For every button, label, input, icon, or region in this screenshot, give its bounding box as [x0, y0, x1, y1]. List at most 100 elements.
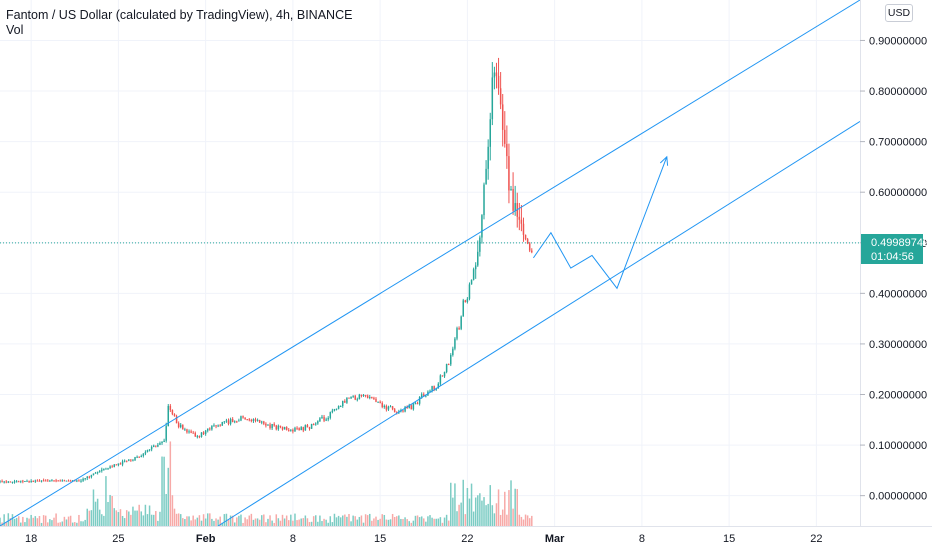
volume-bar: [138, 504, 140, 526]
volume-bar: [491, 505, 494, 526]
candle-body: [391, 406, 394, 410]
volume-bar: [3, 514, 5, 526]
candle-body: [275, 425, 278, 430]
volume-bar: [346, 516, 348, 526]
volume-bar: [148, 505, 151, 526]
volume-bar: [304, 515, 307, 526]
volume-bar: [215, 518, 217, 526]
currency-button[interactable]: USD: [885, 4, 913, 22]
volume-bar: [447, 520, 450, 526]
volume-bar: [522, 519, 525, 526]
volume-bar: [339, 517, 342, 526]
candle-body: [71, 480, 74, 482]
candle-body: [396, 412, 398, 414]
candle-body: [9, 481, 12, 483]
price-axis[interactable]: 0.90000000 0.80000000 0.70000000 0.60000000…: [860, 35, 927, 503]
candle-body: [61, 480, 64, 482]
candle-body: [119, 463, 122, 465]
volume-bar: [113, 508, 116, 526]
candle-body: [366, 395, 369, 398]
volume-bar: [317, 521, 319, 526]
candle-body: [84, 478, 86, 480]
candle-body: [1, 481, 3, 483]
candle-body: [472, 269, 475, 280]
candle-body: [20, 480, 22, 482]
volume-bar: [371, 520, 373, 526]
symbol-title[interactable]: Fantom / US Dollar (calculated by Tradin…: [6, 8, 353, 22]
candle-body: [107, 468, 109, 470]
candle-body: [514, 203, 516, 211]
volume-bar: [263, 514, 265, 526]
price-tick-label: 0.80000000: [869, 86, 927, 98]
volume-bar: [57, 522, 59, 526]
volume-bar: [393, 516, 396, 526]
candle-body: [352, 395, 354, 397]
volume-bar: [292, 520, 294, 526]
volume-bar: [487, 503, 489, 526]
volume-bar: [146, 514, 149, 526]
volume-bar: [202, 514, 205, 526]
candle-body: [138, 456, 140, 458]
volume-bar: [362, 522, 365, 526]
volume-bar: [163, 456, 165, 526]
candle-body: [381, 402, 383, 408]
candle-body: [358, 394, 361, 400]
volume-bar: [206, 513, 209, 526]
candle-body: [501, 104, 504, 130]
candle-body: [350, 396, 352, 399]
candle-body: [402, 410, 404, 412]
volume-bar: [323, 518, 325, 526]
candle-body: [192, 432, 194, 434]
chart-legend: Fantom / US Dollar (calculated by Tradin…: [6, 8, 352, 38]
volume-bar: [71, 522, 74, 526]
candle-body: [231, 419, 234, 422]
trend-drawings[interactable]: [0, 0, 861, 527]
volume-bar: [516, 489, 518, 526]
volume-bar: [331, 522, 334, 526]
volume-bar: [142, 515, 145, 526]
volume-bar: [213, 520, 215, 526]
volume-bar: [134, 510, 136, 526]
candle-body: [198, 436, 201, 438]
candle-body: [132, 460, 134, 462]
volume-bar: [86, 508, 88, 526]
candle-body: [188, 431, 190, 433]
volume-bar: [514, 488, 516, 526]
candle-body: [5, 481, 7, 483]
time-axis[interactable]: 18 25 Feb 8 15 22 Mar 8 15 22: [25, 533, 822, 545]
candle-body: [213, 425, 215, 427]
volume-bar: [250, 513, 253, 526]
volume-bar: [279, 520, 282, 526]
candle-body: [177, 423, 180, 428]
candle-body: [78, 480, 80, 482]
volume-bar: [182, 518, 184, 526]
volume-bar: [398, 515, 400, 526]
candle-body: [342, 400, 344, 407]
candle-body: [356, 399, 359, 401]
candle-body: [103, 468, 105, 470]
candle-body: [302, 427, 305, 431]
candle-body: [433, 386, 435, 390]
candle-body: [53, 480, 55, 482]
volume-bar: [161, 456, 163, 526]
volume-bar: [454, 483, 456, 526]
volume-label[interactable]: Vol: [6, 23, 24, 37]
candle-body: [98, 470, 101, 472]
price-tick-label: 0.70000000: [869, 137, 927, 149]
candle-body: [267, 424, 269, 426]
volume-bar: [402, 519, 404, 526]
volume-bar: [115, 510, 118, 526]
volume-bar: [96, 498, 99, 526]
volume-bar: [47, 522, 49, 526]
volume-bar: [271, 520, 273, 526]
volume-bar: [36, 518, 39, 526]
candle-body: [369, 396, 371, 398]
candle-body: [173, 414, 176, 417]
volume-bar: [61, 521, 64, 526]
volume-bar: [11, 514, 14, 526]
volume-bar: [130, 514, 132, 526]
candle-body: [223, 421, 226, 423]
candle-body: [40, 480, 43, 482]
candle-body: [184, 429, 186, 431]
